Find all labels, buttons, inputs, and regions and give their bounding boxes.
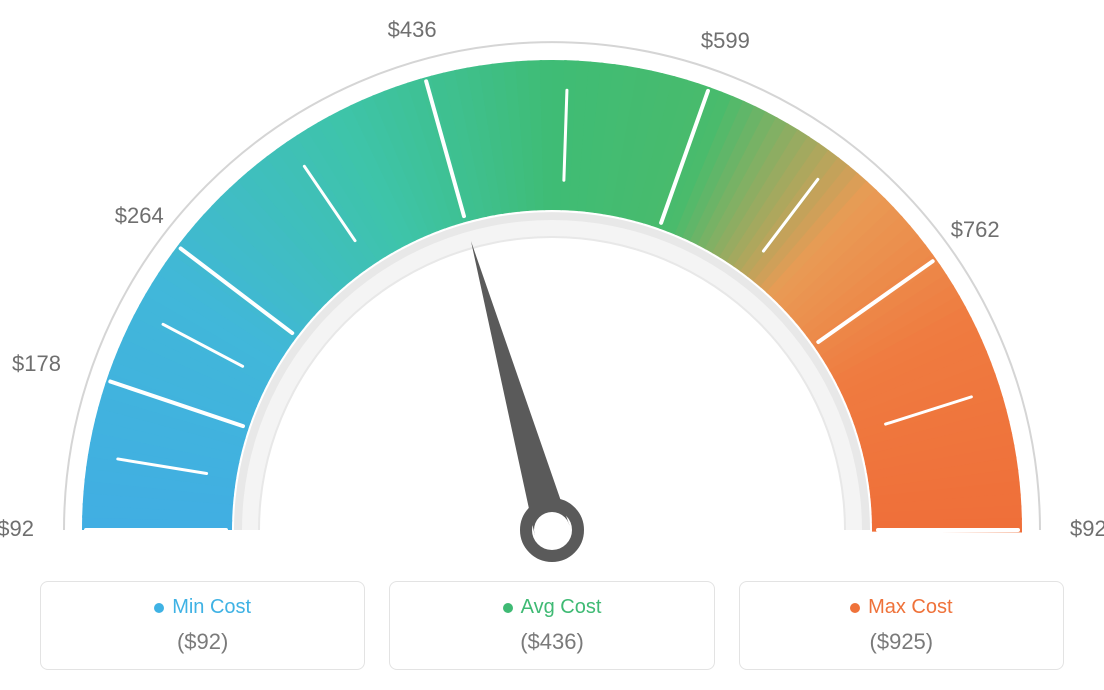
legend-card-avg: Avg Cost ($436)	[389, 581, 714, 670]
legend-value-avg: ($436)	[400, 629, 703, 655]
legend-label-min: Min Cost	[172, 596, 251, 619]
legend-title-min: Min Cost	[154, 596, 251, 619]
gauge-needle-hub-inner	[534, 512, 570, 548]
legend-value-max: ($925)	[750, 629, 1053, 655]
gauge-tick-label: $599	[701, 28, 750, 53]
gauge-tick-label: $762	[951, 217, 1000, 242]
legend-title-max: Max Cost	[850, 596, 952, 619]
legend-label-max: Max Cost	[868, 596, 952, 619]
legend-label-avg: Avg Cost	[521, 596, 602, 619]
gauge-svg: $92 $178 $264 $436 $599 $762 $925	[0, 0, 1104, 570]
legend-value-min: ($92)	[51, 629, 354, 655]
legend-dot-min	[154, 603, 164, 613]
legend-row: Min Cost ($92) Avg Cost ($436) Max Cost …	[40, 581, 1064, 670]
gauge-tick-label: $92	[0, 516, 34, 541]
cost-gauge-chart: $92 $178 $264 $436 $599 $762 $925 Min Cost ($9…	[0, 0, 1104, 690]
gauge-tick-label: $436	[388, 17, 437, 42]
legend-dot-max	[850, 603, 860, 613]
gauge-tick-label: $264	[115, 203, 164, 228]
legend-dot-avg	[503, 603, 513, 613]
gauge-tick-label: $178	[12, 351, 61, 376]
gauge-tick-label: $925	[1070, 516, 1104, 541]
legend-title-avg: Avg Cost	[503, 596, 602, 619]
gauge-needle	[471, 241, 569, 535]
legend-card-min: Min Cost ($92)	[40, 581, 365, 670]
legend-card-max: Max Cost ($925)	[739, 581, 1064, 670]
